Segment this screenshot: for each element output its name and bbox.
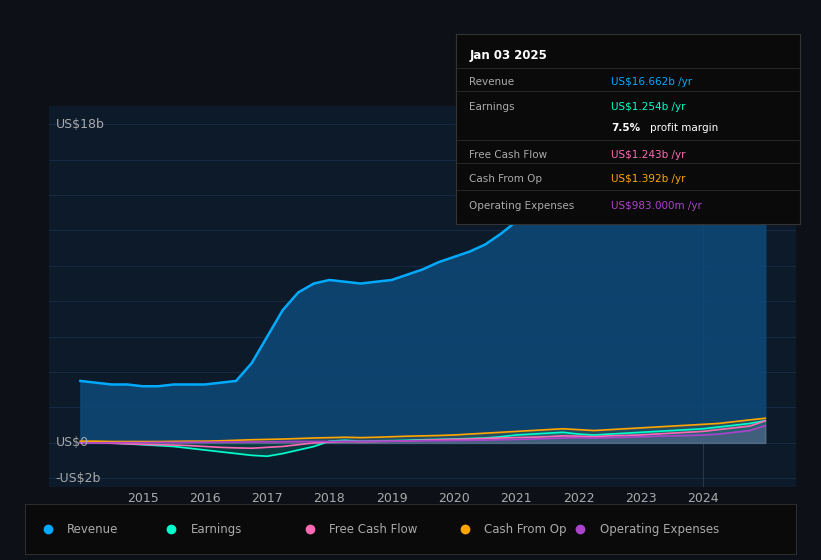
Text: US$16.662b /yr: US$16.662b /yr	[611, 77, 692, 87]
Text: Jan 03 2025: Jan 03 2025	[470, 49, 548, 62]
Text: US$983.000m /yr: US$983.000m /yr	[611, 201, 702, 211]
Text: -US$2b: -US$2b	[56, 472, 101, 485]
Text: profit margin: profit margin	[650, 123, 718, 133]
Text: US$0: US$0	[56, 436, 89, 450]
Text: Cash From Op: Cash From Op	[484, 522, 566, 536]
Text: Cash From Op: Cash From Op	[470, 175, 543, 184]
Text: US$1.392b /yr: US$1.392b /yr	[611, 175, 686, 184]
Text: US$18b: US$18b	[56, 118, 104, 130]
Text: US$1.254b /yr: US$1.254b /yr	[611, 102, 686, 112]
Text: US$1.243b /yr: US$1.243b /yr	[611, 150, 686, 160]
Text: Free Cash Flow: Free Cash Flow	[329, 522, 418, 536]
Text: Earnings: Earnings	[470, 102, 515, 112]
Text: Earnings: Earnings	[190, 522, 242, 536]
Text: Operating Expenses: Operating Expenses	[599, 522, 719, 536]
Text: Operating Expenses: Operating Expenses	[470, 201, 575, 211]
Text: Revenue: Revenue	[67, 522, 118, 536]
Text: 7.5%: 7.5%	[611, 123, 640, 133]
Text: Free Cash Flow: Free Cash Flow	[470, 150, 548, 160]
Text: Revenue: Revenue	[470, 77, 515, 87]
